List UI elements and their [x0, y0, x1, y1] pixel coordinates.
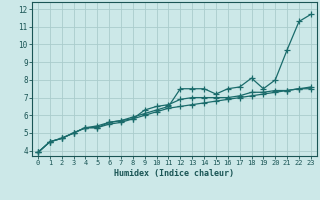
X-axis label: Humidex (Indice chaleur): Humidex (Indice chaleur) [115, 169, 234, 178]
